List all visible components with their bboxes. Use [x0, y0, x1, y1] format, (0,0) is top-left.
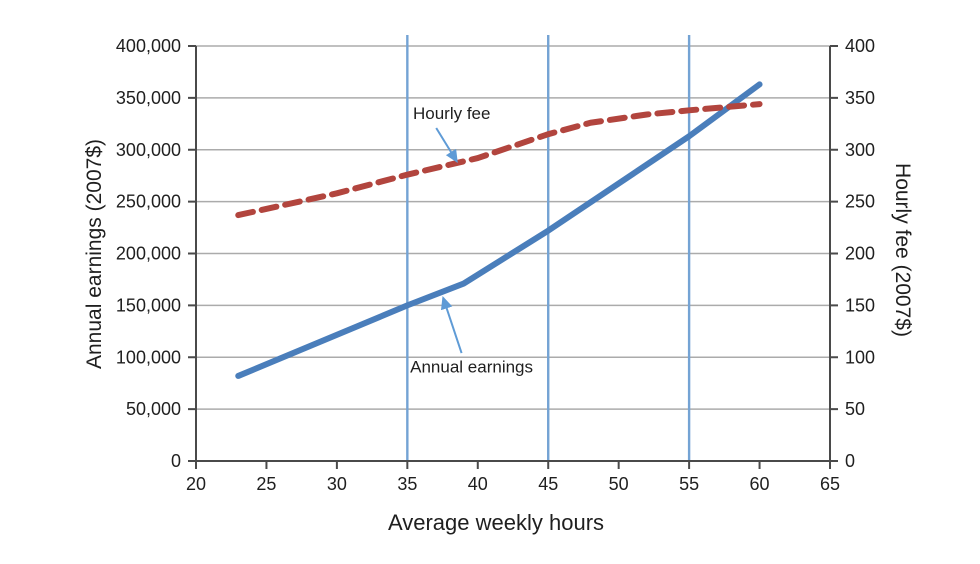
- x-tick-label: 35: [397, 474, 417, 494]
- y-right-tick-label: 400: [845, 36, 875, 56]
- y-left-tick-label: 350,000: [116, 88, 181, 108]
- data-series: [235, 81, 763, 379]
- left-axis-title: Annual earnings (2007$): [83, 139, 106, 369]
- x-tick-label: 50: [609, 474, 629, 494]
- y-left-tick-label: 100,000: [116, 347, 181, 367]
- y-right-tick-label: 0: [845, 451, 855, 471]
- vertical-reference-lines: [406, 35, 691, 461]
- y-right-tick-label: 150: [845, 295, 875, 315]
- right-axis-title: Hourly fee (2007$): [891, 163, 914, 337]
- annotation-arrow-annual-earnings: [440, 296, 463, 354]
- y-left-tick-label: 50,000: [126, 399, 181, 419]
- tick-marks: [188, 45, 838, 469]
- x-tick-label: 20: [186, 474, 206, 494]
- y-right-tick-label: 50: [845, 399, 865, 419]
- x-tick-label: 55: [679, 474, 699, 494]
- y-left-tick-label: 200,000: [116, 244, 181, 264]
- x-tick-label: 40: [468, 474, 488, 494]
- annual-earnings-line: [235, 81, 763, 379]
- y-left-tick-label: 400,000: [116, 36, 181, 56]
- x-tick-label: 60: [750, 474, 770, 494]
- y-right-tick-label: 250: [845, 192, 875, 212]
- y-right-tick-label: 300: [845, 140, 875, 160]
- annotations: Hourly fee Annual earnings: [410, 104, 533, 376]
- tick-labels: 20 25 30 35 40 45 50 55 60 65050,000100,000150,00…: [116, 36, 875, 494]
- y-left-tick-label: 150,000: [116, 295, 181, 315]
- annotation-arrow-hourly-fee: [435, 127, 458, 164]
- x-tick-label: 25: [256, 474, 276, 494]
- y-left-tick-label: 300,000: [116, 140, 181, 160]
- annotation-label-annual-earnings: Annual earnings: [410, 357, 533, 376]
- y-right-tick-label: 100: [845, 347, 875, 367]
- y-right-tick-label: 200: [845, 244, 875, 264]
- y-right-tick-label: 350: [845, 88, 875, 108]
- annotation-label-hourly-fee: Hourly fee: [413, 104, 490, 123]
- x-axis-title: Average weekly hours: [388, 510, 604, 535]
- x-tick-label: 45: [538, 474, 558, 494]
- y-left-tick-label: 250,000: [116, 192, 181, 212]
- x-tick-label: 65: [820, 474, 840, 494]
- y-left-tick-label: 0: [171, 451, 181, 471]
- hourly-fee-line: [235, 101, 763, 219]
- x-tick-label: 30: [327, 474, 347, 494]
